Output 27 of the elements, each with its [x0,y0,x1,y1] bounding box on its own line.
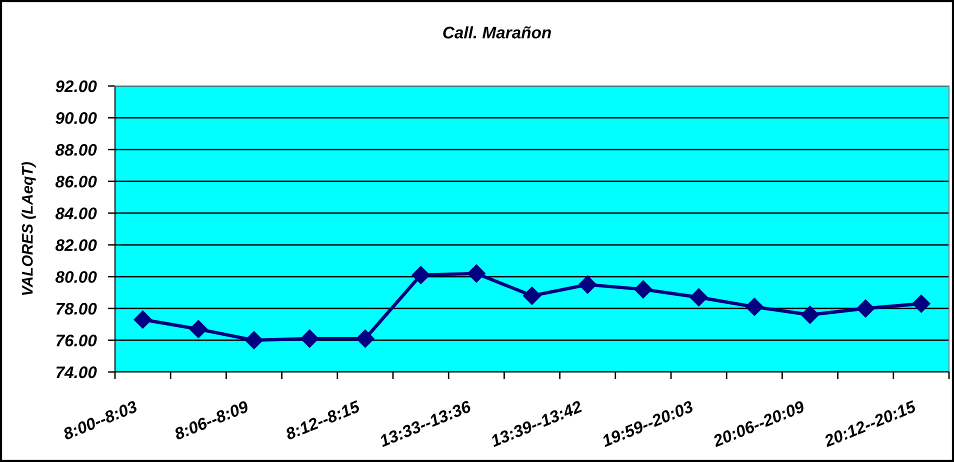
chart-title: Call. Marañon [443,26,551,38]
point [745,298,764,316]
point [134,310,152,329]
point [856,299,875,318]
point [412,266,430,284]
y-tick-label: 92.00 [56,80,97,92]
y-tick-label: 82.00 [55,239,97,252]
y-tick-label: 90.00 [56,112,97,124]
y-tick-label: 86.00 [55,176,97,188]
y-axis-title: VALORES (LAeqT) [22,162,36,296]
point [578,276,597,294]
point [690,288,708,306]
y-tick-label: 80.00 [55,271,97,283]
y-tick-label: 88.00 [55,144,97,156]
y-tick-label: 84.00 [55,208,97,220]
point [356,330,374,348]
y-tick-label: 76.00 [56,334,97,346]
point [189,320,208,338]
point [244,331,264,350]
point [634,280,652,298]
y-tick-label: 78.00 [56,302,97,315]
y-tick-label: 74.00 [56,366,97,378]
point [300,330,319,348]
point [467,264,486,283]
point [522,286,542,305]
point [800,306,820,324]
point [912,294,930,313]
